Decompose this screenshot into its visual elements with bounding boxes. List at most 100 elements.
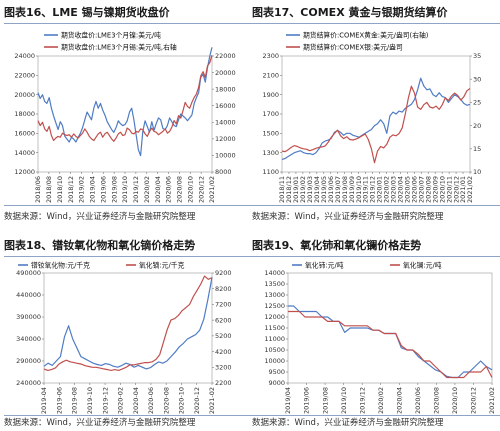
y2-tick-label: 9200 [215,269,232,277]
x-tick-label: 2020-02 [117,387,125,414]
source-rule [4,415,252,416]
y2-tick-label: 3200 [215,363,232,371]
x-tick-label: 2020/02 [377,387,385,414]
y-tick-label: 18000 [14,110,35,118]
series-line [37,55,213,142]
x-tick-label: 2019/08 [321,387,329,414]
source-note: 数据来源：Wind，兴业证券经济与金融研究院整理 [4,418,196,428]
source-rule [252,205,500,206]
title-rule [4,23,252,24]
x-tick-label: 2021/02 [466,176,474,203]
x-tick-label: 2019/04 [89,176,97,203]
y2-tick-label: 20000 [215,69,236,77]
legend-label: 期货结算价:COMEX黄金:美元/盎司(右轴) [303,30,429,39]
title-rule [252,256,500,257]
y-tick-label: 2100 [262,72,279,80]
y2-tick-label: 10 [473,168,481,176]
x-tick-label: 2019-10 [86,387,94,414]
plot-frame [287,272,493,384]
y2-tick-label: 2200 [215,379,232,387]
y-tick-label: 1100 [262,168,279,176]
x-tick-label: 2018/10 [56,176,64,203]
y-tick-label: 12000 [14,168,35,176]
x-tick-label: 2020/08 [424,176,432,203]
x-tick-label: 2019/05 [320,176,328,203]
x-tick-label: 2020-10 [178,387,186,414]
legend-label: 期货收盘价:LME3个月锡:美元/吨,右轴 [61,42,177,51]
legend-label: 氧化镝:元/千克 [139,260,185,269]
y-tick-label: 10500 [264,346,285,354]
x-tick-label: 2020/10 [451,387,459,414]
line-chart: 240000 290000 340000 390000 440000 490000 2200… [16,260,232,414]
series-line [281,85,471,164]
x-tick-label: 2019/06 [303,387,311,414]
y-tick-label: 24000 [14,52,35,60]
x-tick-label: 2020/06 [165,176,173,203]
chart-panel-comex: 图表17、COMEX 黄金与银期货结算价 1100 1300 1500 1700 190… [252,4,500,222]
x-tick-label: 2019-04 [40,387,48,414]
x-tick-label: 2019/06 [99,176,107,203]
legend-label: 氧化镧:元/吨 [403,260,442,269]
x-tick-label: 2019/04 [313,176,321,203]
y2-tick-label: 7200 [215,301,232,309]
y-tick-label: 9000 [268,379,285,387]
y-tick-label: 1700 [262,110,279,118]
y-tick-label: 22000 [14,72,35,80]
x-tick-label: 2020/02 [383,176,391,203]
x-tick-label: 2020-12 [193,387,201,414]
series-line [288,310,493,379]
x-tick-label: 2020/09 [431,176,439,203]
x-tick-label: 2019/09 [348,176,356,203]
y2-tick-label: 25 [473,99,481,107]
x-tick-label: 2019/08 [110,176,118,203]
x-tick-label: 2019/07 [334,176,342,203]
y2-tick-label: 4200 [215,348,232,356]
source-note: 数据来源：Wind，兴业证券经济与金融研究院整理 [252,418,444,428]
y2-tick-label: 22000 [215,52,236,60]
y-tick-label: 9500 [268,368,285,376]
y2-tick-label: 5200 [215,332,232,340]
x-tick-label: 2019/11 [362,176,370,203]
x-tick-label: 2020/08 [433,387,441,414]
y-tick-label: 14000 [264,269,285,277]
y-tick-label: 440000 [16,291,41,299]
y2-tick-label: 10000 [215,152,236,160]
x-tick-label: 2020-06 [147,387,155,414]
x-tick-label: 2019/12 [369,176,377,203]
source-rule [4,205,252,206]
y2-tick-label: 14000 [215,118,236,126]
x-tick-label: 2020/12 [197,176,205,203]
x-tick-label: 2019/08 [341,176,349,203]
y-tick-label: 12000 [264,313,285,321]
y2-tick-label: 12000 [215,135,236,143]
legend-label: 期货结算价:COMEX银:美元/盎司 [303,42,403,51]
y-tick-label: 1900 [262,91,279,99]
y2-tick-label: 30 [473,75,481,83]
y-tick-label: 390000 [16,313,41,321]
x-tick-label: 2019/10 [340,387,348,414]
y-tick-label: 1500 [262,130,279,138]
y-tick-label: 490000 [16,269,41,277]
line-chart: 1100 1300 1500 1700 1900 2100 2300 10 15 20 25 30 35… [262,30,481,203]
x-tick-label: 2020/05 [404,176,412,203]
x-tick-label: 2019/03 [306,176,314,203]
x-tick-label: 2018/12 [67,176,75,203]
x-tick-label: 2018/11 [278,176,286,203]
x-tick-label: 2020/06 [410,176,418,203]
x-tick-label: 2019/02 [299,176,307,203]
x-tick-label: 2018/08 [45,176,53,203]
chart-title: 图表19、氧化铈和氧化镧价格走势 [252,239,422,252]
x-tick-label: 2020/01 [376,176,384,203]
x-tick-label: 2021/02 [488,387,496,414]
legend-label: 期货收盘价:LME3个月镍:美元/吨 [61,30,161,39]
title-rule [252,23,500,24]
y-tick-label: 16000 [14,130,35,138]
y-tick-label: 13500 [264,280,285,288]
y-tick-label: 2300 [262,52,279,60]
plot-frame [37,55,213,173]
series-line [37,47,213,157]
source-note: 数据来源：Wind，兴业证券经济与金融研究院整理 [4,212,196,222]
x-tick-label: 2019-08 [71,387,79,414]
x-tick-label: 2020/11 [445,176,453,203]
x-tick-label: 2020/12 [470,387,478,414]
